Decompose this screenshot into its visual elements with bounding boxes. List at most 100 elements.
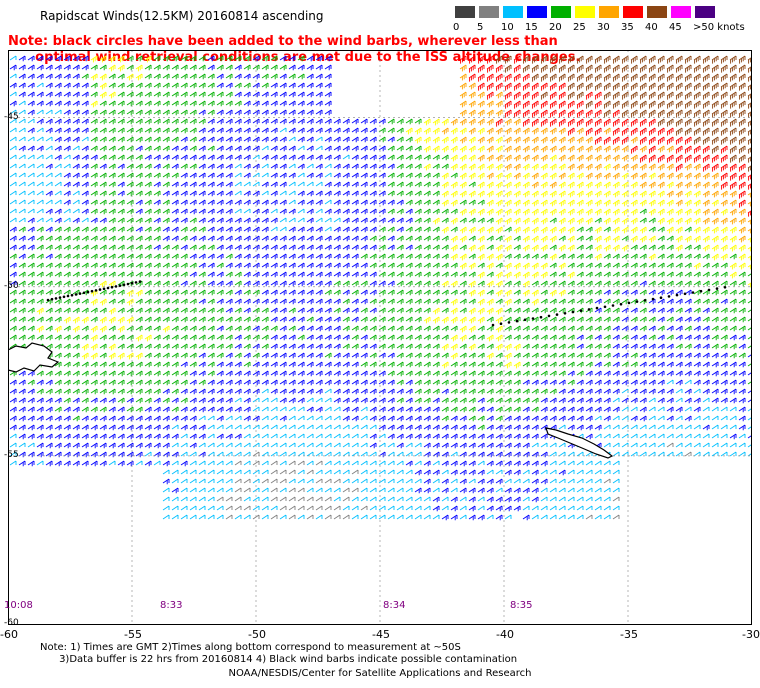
wind-barb	[630, 388, 638, 395]
wind-barb	[99, 73, 107, 81]
wind-barb	[108, 199, 116, 206]
wind-barb	[171, 208, 179, 215]
wind-barb	[414, 379, 422, 386]
wind-barb	[495, 316, 503, 324]
wind-barb	[585, 109, 593, 118]
wind-barb	[621, 397, 629, 404]
wind-barb	[486, 415, 494, 422]
wind-barb	[378, 460, 386, 466]
wind-barb	[585, 478, 593, 484]
wind-barb	[693, 433, 701, 439]
wind-barb	[333, 379, 341, 386]
wind-barb	[225, 325, 233, 332]
wind-barb	[693, 262, 701, 270]
wind-barb	[225, 406, 233, 413]
wind-barb	[657, 352, 665, 359]
wind-barb	[540, 217, 548, 225]
wind-barb	[342, 379, 350, 386]
wind-barb	[297, 226, 305, 233]
wind-barb	[486, 325, 494, 332]
wind-barb	[306, 127, 314, 134]
wind-barb	[531, 154, 539, 162]
wind-barb	[378, 415, 386, 422]
wind-barb	[306, 262, 314, 269]
wind-barb	[72, 226, 80, 233]
wind-barb	[225, 73, 233, 80]
wind-barb	[72, 64, 80, 71]
wind-barb	[729, 73, 737, 82]
wind-barb	[369, 451, 377, 457]
wind-barb	[261, 352, 269, 359]
wind-barb	[252, 370, 260, 377]
wind-barb	[432, 154, 440, 161]
wind-barb	[720, 64, 728, 73]
wind-barb	[18, 136, 26, 142]
wind-barb	[378, 253, 386, 260]
wind-barb	[99, 217, 107, 224]
wind-barb	[504, 199, 512, 207]
wind-barb	[234, 235, 242, 242]
wind-barb	[189, 505, 197, 511]
wind-barb	[531, 82, 539, 91]
wind-barb	[576, 163, 584, 171]
wind-barb	[216, 181, 224, 188]
wind-barb	[324, 460, 332, 466]
wind-barb	[54, 181, 62, 187]
wind-barb	[144, 271, 152, 278]
wind-barb	[90, 154, 98, 161]
wind-barb	[504, 325, 512, 332]
wind-barb	[450, 316, 458, 324]
wind-barb	[216, 217, 224, 224]
wind-barb	[414, 145, 422, 152]
wind-barb	[684, 244, 692, 251]
wind-barb	[594, 253, 602, 261]
wind-barb	[225, 226, 233, 233]
wind-barb	[666, 73, 674, 82]
wind-barb	[414, 208, 422, 215]
wind-barb	[171, 496, 179, 502]
wind-barb	[486, 505, 494, 512]
wind-barb	[549, 235, 557, 243]
wind-barb	[459, 325, 467, 333]
wind-barb	[72, 352, 80, 359]
wind-barb	[99, 91, 107, 99]
wind-barb	[702, 253, 710, 260]
wind-barb	[216, 388, 224, 395]
colorbar-label: 35	[621, 22, 634, 33]
wind-barb	[567, 469, 575, 475]
wind-barb	[144, 262, 152, 269]
wind-barb	[342, 208, 350, 215]
wind-barb	[603, 226, 611, 233]
wind-barb	[468, 361, 476, 368]
wind-barb	[153, 217, 161, 224]
wind-barb	[720, 271, 728, 278]
wind-barb	[297, 406, 305, 412]
wind-barb	[720, 127, 728, 136]
wind-barb	[675, 334, 683, 341]
wind-barb	[648, 73, 656, 82]
wind-barb	[513, 280, 521, 287]
wind-barb	[477, 280, 485, 287]
wind-barb	[666, 352, 674, 359]
wind-barb	[243, 199, 251, 206]
wind-barb	[711, 163, 719, 172]
wind-barb	[36, 118, 44, 125]
contamination-dot	[595, 306, 599, 310]
wind-barb	[567, 334, 575, 341]
wind-barb	[504, 415, 512, 422]
wind-barb	[594, 280, 602, 287]
wind-barb	[459, 478, 467, 485]
wind-barb	[729, 190, 737, 198]
wind-barb	[306, 478, 314, 484]
wind-barb	[360, 334, 368, 341]
wind-barb	[333, 325, 341, 332]
wind-barb	[135, 352, 143, 360]
wind-barb	[180, 424, 188, 431]
wind-barb	[693, 244, 701, 251]
wind-barb	[702, 127, 710, 136]
wind-barb	[135, 460, 143, 466]
wind-barb	[324, 334, 332, 341]
wind-barb	[711, 172, 719, 180]
wind-barb	[9, 235, 17, 242]
wind-barb	[108, 316, 116, 324]
